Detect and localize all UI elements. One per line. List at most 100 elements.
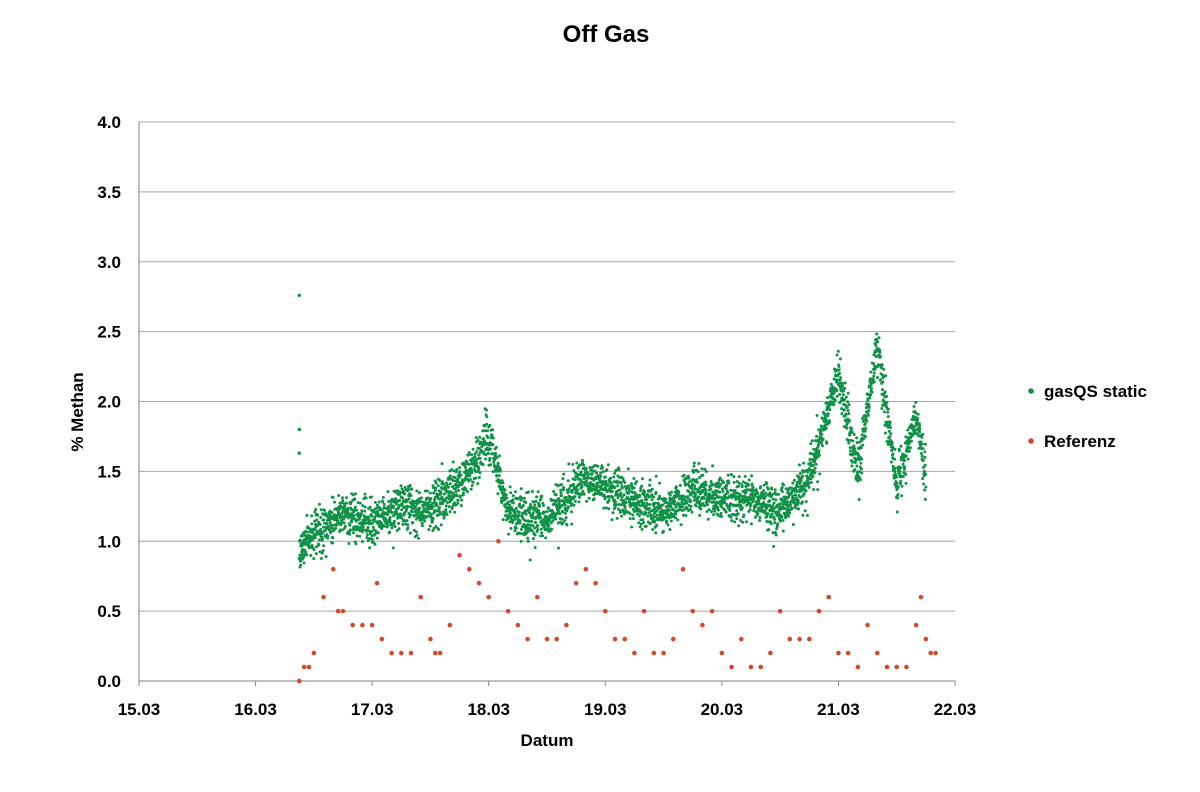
data-point-gasqs <box>690 487 694 491</box>
data-point-gasqs <box>418 506 422 510</box>
data-point-gasqs <box>563 511 567 515</box>
data-point-gasqs <box>445 500 449 504</box>
data-point-gasqs <box>361 525 365 529</box>
data-point-gasqs <box>366 528 370 532</box>
data-point-gasqs <box>570 502 574 506</box>
data-point-gasqs <box>648 522 652 526</box>
data-point-gasqs <box>432 491 436 495</box>
data-point-gasqs <box>640 511 644 515</box>
data-point-gasqs <box>778 502 782 506</box>
data-point-referenz <box>583 566 589 572</box>
data-point-gasqs <box>783 506 787 510</box>
data-point-referenz <box>865 622 870 628</box>
data-point-gasqs <box>674 485 678 489</box>
data-point-gasqs <box>788 511 792 515</box>
data-point-gasqs <box>815 434 819 438</box>
data-point-gasqs <box>694 504 698 508</box>
data-point-gasqs <box>526 536 530 540</box>
data-point-gasqs <box>590 472 594 476</box>
data-point-gasqs <box>516 496 520 500</box>
data-point-gasqs <box>470 453 474 457</box>
data-point-gasqs <box>518 502 522 506</box>
data-point-gasqs <box>310 514 314 518</box>
data-point-referenz <box>928 650 934 656</box>
data-point-gasqs <box>400 516 404 520</box>
data-point-gasqs <box>919 440 923 444</box>
data-point-gasqs <box>836 378 840 382</box>
data-point-gasqs <box>534 515 538 519</box>
data-point-gasqs <box>558 520 562 524</box>
data-point-gasqs <box>735 517 739 521</box>
data-point-gasqs <box>518 531 522 535</box>
data-point-gasqs <box>856 479 860 483</box>
data-point-gasqs <box>456 501 460 505</box>
data-point-gasqs <box>305 513 309 517</box>
data-point-gasqs <box>715 500 719 504</box>
data-point-gasqs <box>813 466 817 470</box>
data-point-gasqs <box>361 504 365 508</box>
data-point-gasqs <box>599 471 603 475</box>
data-point-gasqs <box>456 478 460 482</box>
data-point-gasqs <box>802 492 806 496</box>
data-point-gasqs <box>690 510 694 514</box>
data-point-gasqs <box>376 531 380 535</box>
data-point-gasqs <box>853 468 857 472</box>
data-point-gasqs <box>684 514 688 517</box>
data-point-gasqs <box>829 382 833 386</box>
data-point-referenz <box>428 636 433 642</box>
data-point-gasqs <box>528 507 532 511</box>
data-point-gasqs <box>791 481 795 485</box>
data-point-gasqs <box>710 510 714 514</box>
data-point-gasqs <box>682 513 686 517</box>
data-point-gasqs <box>318 522 322 526</box>
data-point-gasqs <box>683 495 687 499</box>
data-point-gasqs <box>375 503 379 507</box>
data-point-gasqs <box>477 453 481 457</box>
data-point-gasqs <box>570 522 574 526</box>
data-point-gasqs <box>432 486 436 490</box>
data-point-gasqs <box>914 428 918 432</box>
data-point-gasqs <box>442 516 446 520</box>
data-point-gasqs <box>533 533 537 537</box>
data-point-gasqs <box>353 525 357 529</box>
data-point-gasqs <box>318 550 322 554</box>
data-point-gasqs <box>647 506 651 510</box>
data-point-gasqs <box>697 495 701 499</box>
data-point-gasqs <box>535 495 539 499</box>
x-tick-label: 16.03 <box>234 700 277 719</box>
data-point-gasqs <box>811 463 815 467</box>
data-point-gasqs <box>371 521 375 525</box>
data-point-gasqs <box>914 400 918 404</box>
data-point-gasqs <box>328 521 332 525</box>
data-point-gasqs <box>784 487 788 491</box>
data-point-gasqs <box>406 523 410 527</box>
data-point-gasqs <box>872 380 876 384</box>
data-point-gasqs <box>760 507 764 511</box>
x-tick-label: 21.03 <box>817 700 860 719</box>
data-point-gasqs <box>774 492 778 496</box>
data-point-gasqs <box>721 487 725 491</box>
data-point-gasqs <box>380 508 384 512</box>
data-point-gasqs <box>637 514 641 518</box>
data-point-gasqs <box>329 513 333 517</box>
data-point-gasqs <box>698 500 702 504</box>
data-point-gasqs <box>709 487 713 491</box>
data-point-gasqs <box>899 444 903 448</box>
data-point-gasqs <box>409 493 413 497</box>
data-point-gasqs <box>722 480 726 484</box>
data-point-gasqs <box>408 483 412 487</box>
data-point-gasqs <box>679 523 683 527</box>
data-point-gasqs <box>604 486 608 490</box>
data-point-gasqs <box>859 446 863 450</box>
data-point-gasqs <box>814 453 818 457</box>
data-point-gasqs <box>469 487 473 491</box>
data-point-referenz <box>602 608 608 614</box>
data-point-gasqs <box>438 502 442 506</box>
data-point-gasqs <box>431 516 435 520</box>
data-point-gasqs <box>322 518 326 522</box>
data-point-gasqs <box>814 462 818 466</box>
data-point-gasqs <box>819 430 823 434</box>
data-point-gasqs <box>889 432 893 436</box>
data-point-gasqs <box>650 498 654 502</box>
